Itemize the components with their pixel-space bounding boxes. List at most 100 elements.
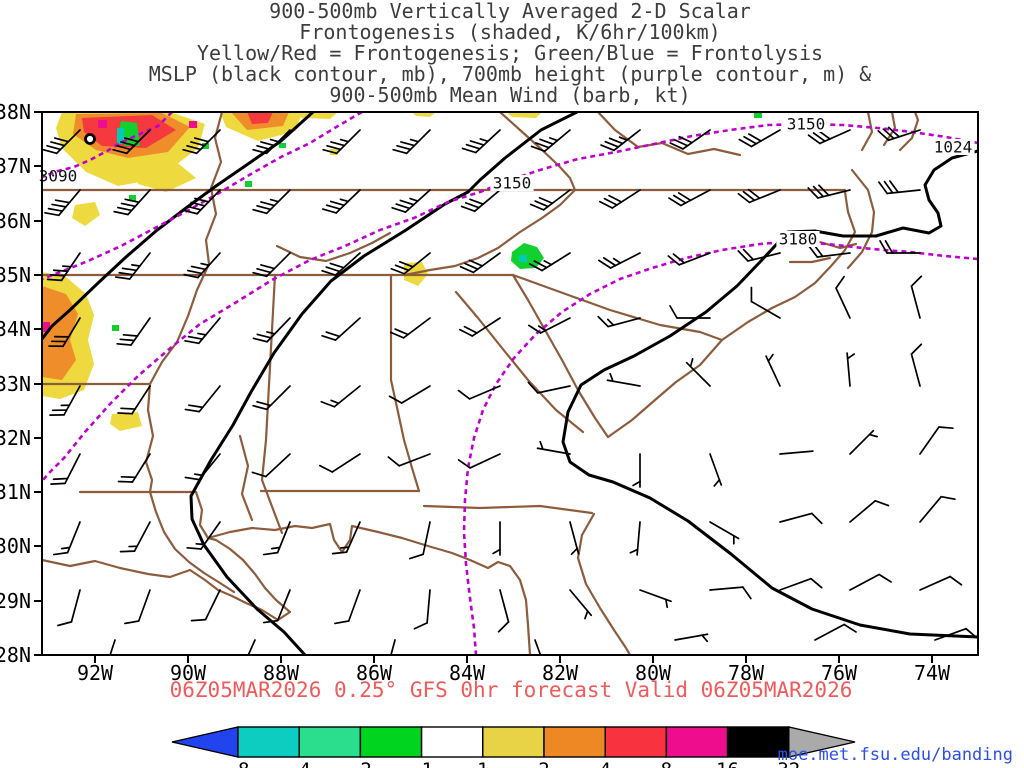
barb-feather-full <box>120 407 136 410</box>
barb-feather-full <box>463 325 478 334</box>
wind-barb <box>629 521 641 556</box>
wind-barb <box>109 639 116 655</box>
barb-feather-full <box>326 144 342 151</box>
wind-barb <box>184 453 221 481</box>
barb-staff <box>779 450 814 455</box>
colorbar-left-arrow <box>171 726 239 758</box>
barb-staff <box>910 285 921 319</box>
mslp-contour <box>561 149 978 639</box>
wind-barb <box>458 317 501 337</box>
barb-feather-full <box>843 623 857 633</box>
wind-barb <box>46 252 81 282</box>
barb-feather-full <box>114 276 131 280</box>
barb-staff <box>779 577 812 591</box>
barb-feather-full <box>400 141 416 147</box>
state-border-line <box>511 273 610 439</box>
barb-feather-full <box>389 331 405 339</box>
state-borders <box>42 112 920 655</box>
lat-label: 30N <box>0 534 31 558</box>
shade-speck <box>112 325 119 331</box>
barb-feather-full <box>252 208 268 215</box>
barb-feather-full <box>118 271 134 276</box>
wind-barb <box>119 521 151 553</box>
colorbar-segment <box>237 726 300 758</box>
wind-barb <box>492 521 501 556</box>
barb-feather-full <box>879 240 888 254</box>
lat-label: 29N <box>0 589 31 613</box>
barb-feather-full <box>190 618 207 622</box>
lat-label: 36N <box>0 209 31 233</box>
shade-region <box>296 112 338 119</box>
colorbar-segment <box>420 726 484 758</box>
barb-staff <box>204 589 221 621</box>
wind-barb <box>392 129 431 155</box>
barb-feather-full <box>538 196 554 205</box>
barb-feather-full <box>737 250 749 262</box>
colorbar-segment <box>543 726 606 758</box>
barb-feather-full <box>910 275 923 287</box>
lon-label: 88W <box>263 661 300 685</box>
barb-staff <box>779 512 813 523</box>
barb-feather-half <box>612 257 622 264</box>
wind-barb <box>919 575 963 591</box>
barb-staff <box>814 623 845 641</box>
barb-feather-full <box>113 210 129 216</box>
wind-barb <box>597 315 641 328</box>
barb-feather-full <box>743 135 758 145</box>
colorbar-segment <box>359 726 423 758</box>
barb-feather-full <box>882 128 895 140</box>
barb-feather-half <box>609 372 614 383</box>
barb-feather-half <box>409 138 420 143</box>
barb-feather-half <box>193 473 204 477</box>
barb-feather-full <box>539 138 554 145</box>
height-contours <box>42 112 978 655</box>
contour-label: 3150 <box>787 115 826 134</box>
barb-feather-half <box>548 137 559 142</box>
colorbar-right-arrow <box>788 726 856 758</box>
wind-barb <box>919 426 954 455</box>
barb-feather-full <box>938 426 954 430</box>
barb-feather-full <box>738 138 753 148</box>
state-border-line <box>454 290 585 434</box>
low-center-marker <box>84 133 96 145</box>
wind-barb <box>252 189 291 215</box>
barb-feather-half <box>846 353 856 360</box>
barb-feather-full <box>678 135 693 144</box>
barb-feather-full <box>669 305 678 319</box>
wind-barb <box>497 589 510 633</box>
barb-feather-full <box>533 260 548 269</box>
wind-barb <box>569 589 593 620</box>
barb-feather-full <box>184 339 200 345</box>
site-url-link[interactable]: moe.met.fsu.edu/banding <box>778 745 1013 765</box>
wind-barb <box>321 189 361 214</box>
lon-label: 92W <box>77 661 114 685</box>
barb-feather-full <box>188 404 204 409</box>
wind-barb <box>262 521 291 556</box>
wind-barb <box>600 129 641 152</box>
barb-feather-full <box>321 269 337 276</box>
mslp-contour <box>189 112 579 655</box>
lon-label: 86W <box>356 661 393 685</box>
colorbar: -8 -4 -2 -1 1 2 4 8 16 32 <box>171 726 856 768</box>
barb-feather-full <box>112 148 128 155</box>
wind-barb <box>846 352 856 387</box>
barb-feather-full <box>228 670 242 671</box>
barb-feather-full <box>57 621 73 627</box>
barb-feather-full <box>182 148 198 155</box>
state-border-line <box>846 168 876 270</box>
barb-feather-full <box>117 412 133 415</box>
wind-barb <box>534 639 542 655</box>
barb-feather-full <box>325 266 341 273</box>
barb-feather-full <box>322 148 338 155</box>
shade-speck <box>245 181 252 187</box>
wind-barb <box>408 521 431 560</box>
barb-feather-full <box>122 333 139 337</box>
state-border-line <box>194 490 210 540</box>
barb-feather-full <box>388 395 403 404</box>
frontogenesis-shading <box>42 112 762 431</box>
barb-feather-half <box>570 547 578 556</box>
barb-staff <box>468 385 501 400</box>
barb-feather-full <box>124 620 140 625</box>
barb-feather-full <box>318 464 334 473</box>
